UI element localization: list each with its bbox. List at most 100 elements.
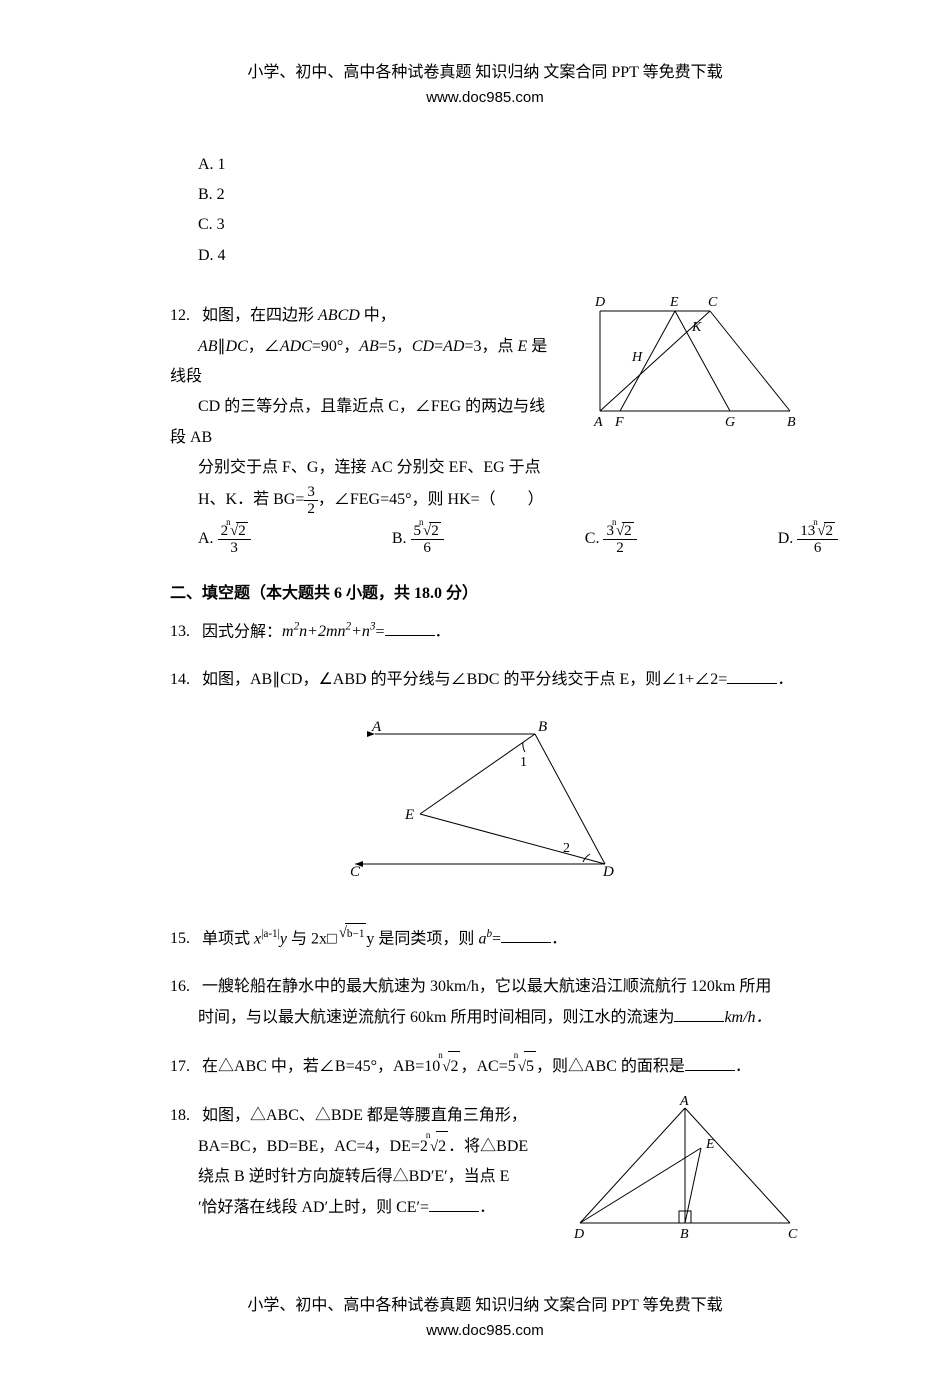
q17-t2: ，AC=5 [460, 1058, 515, 1075]
q12-D-rt: n2 [815, 522, 835, 540]
q14-dot: ． [777, 671, 793, 688]
svg-text:A: A [679, 1094, 689, 1109]
q12-l3: CD 的三等分点，且靠近点 C，∠FEG 的两边与线段 AB [170, 398, 545, 445]
q12-Dden: 6 [797, 540, 838, 557]
q12-options: A. 2n23 B. 5n26 C. 3n22 D. 13n26 [198, 522, 838, 557]
q12-A-frac: 2n23 [218, 522, 251, 557]
q15-box: □ [327, 930, 337, 947]
q15-y1: y [280, 930, 287, 947]
page-footer: 小学、初中、高中各种试卷真题 知识归纳 文案合同 PPT 等免费下载 www.d… [170, 1293, 800, 1343]
q16-t1: 一艘轮船在静水中的最大航速为 30km/h，它以最大航速沿江顺流航行 120km… [202, 978, 771, 995]
svg-text:B: B [680, 1227, 689, 1242]
svg-text:A: A [371, 719, 382, 735]
q18-sq: 2 [428, 1131, 448, 1162]
q12-num: 12. [170, 301, 198, 331]
page-header: 小学、初中、高中各种试卷真题 知识归纳 文案合同 PPT 等免费下载 www.d… [170, 60, 800, 110]
svg-text:D: D [573, 1227, 584, 1242]
q15-num: 15. [170, 924, 198, 954]
q15-blank [501, 926, 551, 943]
q17-sq1: 2 [440, 1051, 460, 1082]
q12-par1: ∥ [218, 338, 226, 355]
svg-text:E: E [669, 295, 679, 310]
svg-text:B: B [787, 415, 796, 430]
q12-l5: H、K．若 BG=32，∠FEG=45°，则 HK=（ ） [198, 491, 544, 508]
q13-expr: m2n+2mn2+n3 [282, 623, 376, 640]
q12-C-frac: 3n22 [603, 522, 636, 557]
q12-bgn: 3 [304, 484, 318, 502]
q12-ab: AB [198, 338, 218, 355]
svg-text:E: E [404, 807, 414, 823]
q17-t1: 在△ABC 中，若∠B=45°，AB=10 [202, 1058, 440, 1075]
q12-Aden: 3 [218, 540, 251, 557]
q18-num: 18. [170, 1101, 198, 1131]
q18-l2: BA=BC，BD=BE，AC=4，DE=2n2．将△BDE [198, 1138, 528, 1155]
q13-dot: ． [435, 623, 451, 640]
q12-D-frac: 13n26 [797, 522, 838, 557]
q14-blank [727, 667, 777, 684]
q16: 16. 一艘轮船在静水中的最大航速为 30km/h，它以最大航速沿江顺流航行 1… [170, 972, 800, 1033]
q17-r2: n2 [440, 1051, 460, 1082]
q18-rad: 2 [436, 1131, 448, 1162]
q18-t2b: ．将△BDE [448, 1138, 528, 1155]
q12-Dr: 2 [824, 522, 836, 540]
q15-dot: ． [551, 930, 567, 947]
q12-Bden: 6 [411, 540, 444, 557]
q12-A-rt: n2 [228, 522, 248, 540]
svg-text:A: A [593, 415, 603, 430]
q15-eq: = [492, 930, 501, 947]
q12-Csq: 2 [614, 522, 634, 540]
q12-Bn: 5n2 [411, 522, 444, 541]
section2-heading: 二、填空题（本大题共 6 小题，共 18.0 分） [170, 579, 800, 603]
q18-figure: A E D B C [560, 1093, 810, 1243]
q16-unit: km/h． [724, 1009, 771, 1026]
q17-r5: n5 [516, 1051, 536, 1082]
q12-l1b: 中， [364, 307, 396, 324]
q15-t2: 与 2x [287, 930, 327, 947]
q14-figure-wrap: A B 1 E 2 C D [170, 714, 800, 889]
q12-bg-frac: 32 [304, 484, 318, 518]
svg-text:E: E [705, 1137, 715, 1152]
q12-An: 2n2 [218, 522, 251, 541]
q17-rad2: 2 [448, 1051, 460, 1082]
q12-Cden: 2 [603, 540, 636, 557]
q12-B-frac: 5n26 [411, 522, 444, 557]
q13-blank [385, 619, 435, 636]
q17-sq2: 5 [516, 1051, 536, 1082]
q12-l1: 如图，在四边形 [202, 307, 314, 324]
svg-text:2: 2 [563, 841, 570, 856]
q18-blank [429, 1195, 479, 1212]
q12-Br: 2 [429, 522, 441, 540]
svg-text:C: C [708, 295, 718, 310]
q15-rad: b−1 [345, 923, 367, 945]
q12-opt-a: A. 2n23 [198, 522, 251, 557]
q12-Bsq: 2 [421, 522, 441, 540]
q12-opt-d: D. 13n26 [778, 522, 838, 557]
q11-options: A. 1 B. 2 C. 3 D. 4 [170, 150, 800, 272]
q18-t2: BA=BC，BD=BE，AC=4，DE=2 [198, 1138, 428, 1155]
footer-line1: 小学、初中、高中各种试卷真题 知识归纳 文案合同 PPT 等免费下载 [170, 1293, 800, 1319]
q18-dot: ． [479, 1199, 495, 1216]
q12-l5a: H、K．若 BG= [198, 491, 304, 508]
q14-figure: A B 1 E 2 C D [345, 714, 625, 884]
q12-B-rt: n2 [421, 522, 441, 540]
svg-text:G: G [725, 415, 735, 430]
svg-text:F: F [614, 415, 624, 430]
q18-t1: 如图，△ABC、△BDE 都是等腰直角三角形， [202, 1107, 527, 1124]
svg-text:K: K [691, 320, 702, 335]
q13: 13. 因式分解：m2n+2mn2+n3=． [170, 617, 800, 648]
q15: 15. 单项式 x|a-1|y 与 2x□b−1y 是同类项，则 ab=． [170, 919, 800, 955]
q18-r2: n2 [428, 1131, 448, 1162]
q12-l5b: ，∠FEG=45°，则 HK=（ ） [318, 491, 544, 508]
q12-Cn: 3n2 [603, 522, 636, 541]
q12-adc: ADC [280, 338, 312, 355]
q12-D-lbl: D. [778, 530, 798, 547]
q12-figure: D E C H K A F G B [580, 291, 810, 441]
footer-url: www.doc985.com [170, 1319, 800, 1343]
q12-C-lbl: C. [585, 530, 604, 547]
q16-t2: 时间，与以最大航速逆流航行 60km 所用时间相同，则江水的流速为 [198, 1009, 674, 1026]
q12-Dn: 13n2 [797, 522, 838, 541]
q15-sqrt: b−1 [337, 919, 367, 948]
q13-eq: = [376, 623, 385, 640]
q12-c1: ， [248, 338, 264, 355]
q11-opt-d: D. 4 [198, 241, 800, 271]
